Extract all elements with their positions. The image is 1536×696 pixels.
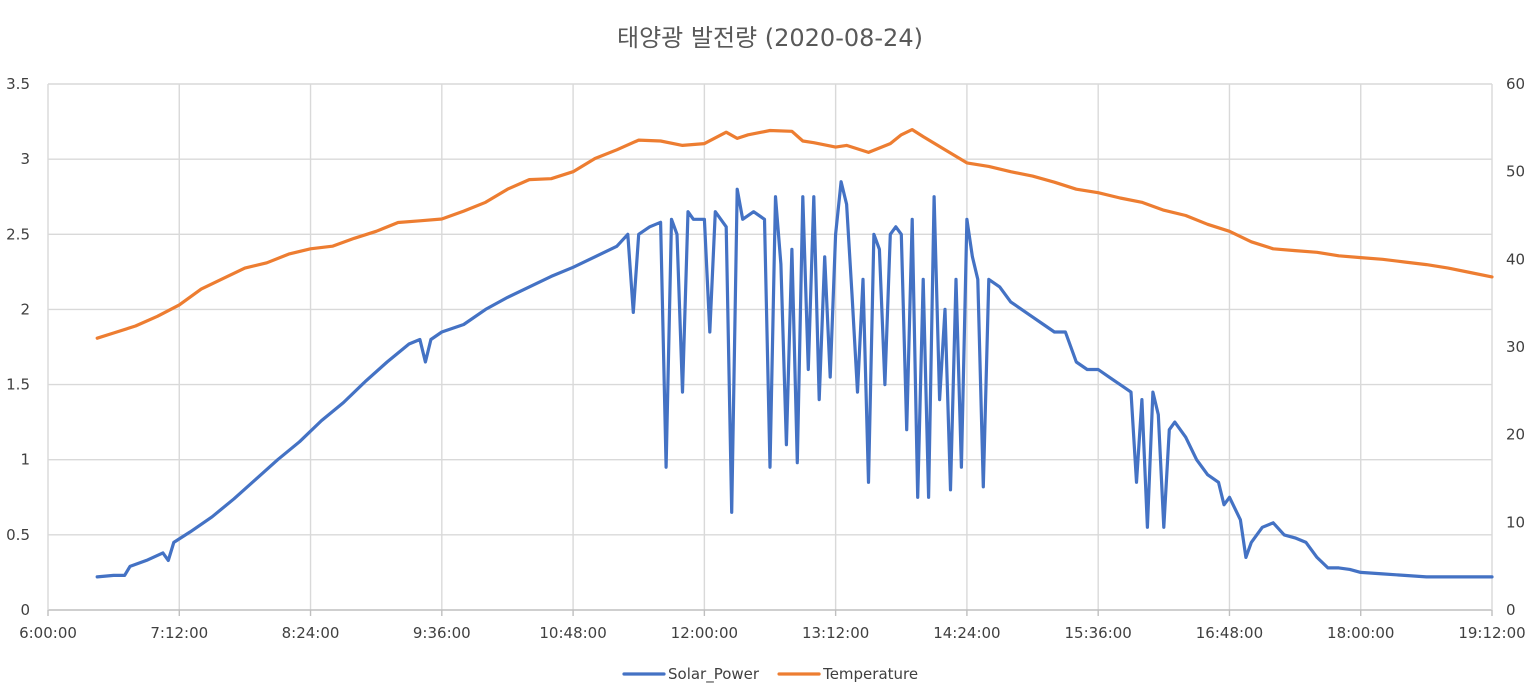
series-lines [95, 128, 1494, 579]
y-left-tick-label: 1.5 [6, 376, 30, 394]
y-right-tick-label: 60 [1506, 75, 1525, 93]
legend-label: Temperature [822, 665, 918, 683]
y-right-tick-label: 40 [1506, 250, 1525, 268]
x-tick-label: 15:36:00 [1064, 624, 1131, 642]
y-left-tick-label: 0.5 [6, 526, 30, 544]
x-tick-label: 7:12:00 [150, 624, 208, 642]
x-tick-label: 8:24:00 [282, 624, 340, 642]
y-left-tick-label: 3.5 [6, 75, 30, 93]
chart-title: 태양광 발전량 (2020-08-24) [617, 24, 923, 52]
x-tick-label: 10:48:00 [539, 624, 606, 642]
legend-label: Solar_Power [668, 665, 760, 684]
tick-labels: 0 0.5 1 1.5 2 2.5 3 3.5 0 10 20 30 40 50 60 6:00:00 7:12… [6, 75, 1526, 642]
x-tick-label: 16:48:00 [1196, 624, 1263, 642]
series-line-temperature [95, 128, 1494, 340]
y-left-tick-label: 2 [20, 300, 30, 318]
x-tick-label: 6:00:00 [19, 624, 77, 642]
y-right-tick-label: 50 [1506, 163, 1525, 181]
y-left-tick-label: 0 [20, 601, 30, 619]
axes [47, 84, 1493, 616]
x-tick-label: 19:12:00 [1458, 624, 1525, 642]
x-tick-label: 13:12:00 [802, 624, 869, 642]
y-left-tick-label: 1 [20, 451, 30, 469]
x-tick-label: 12:00:00 [671, 624, 738, 642]
y-left-tick-label: 3 [20, 150, 30, 168]
gridlines [48, 83, 1492, 610]
y-right-tick-label: 20 [1506, 426, 1525, 444]
x-tick-label: 18:00:00 [1327, 624, 1394, 642]
y-left-tick-label: 2.5 [6, 225, 30, 243]
x-tick-label: 14:24:00 [933, 624, 1000, 642]
x-tick-label: 9:36:00 [413, 624, 471, 642]
y-right-tick-label: 10 [1506, 513, 1525, 531]
legend: Solar_Power Temperature [622, 665, 918, 684]
y-right-tick-label: 30 [1506, 338, 1525, 356]
y-right-tick-label: 0 [1506, 601, 1516, 619]
series-line-solar-power [95, 180, 1494, 579]
